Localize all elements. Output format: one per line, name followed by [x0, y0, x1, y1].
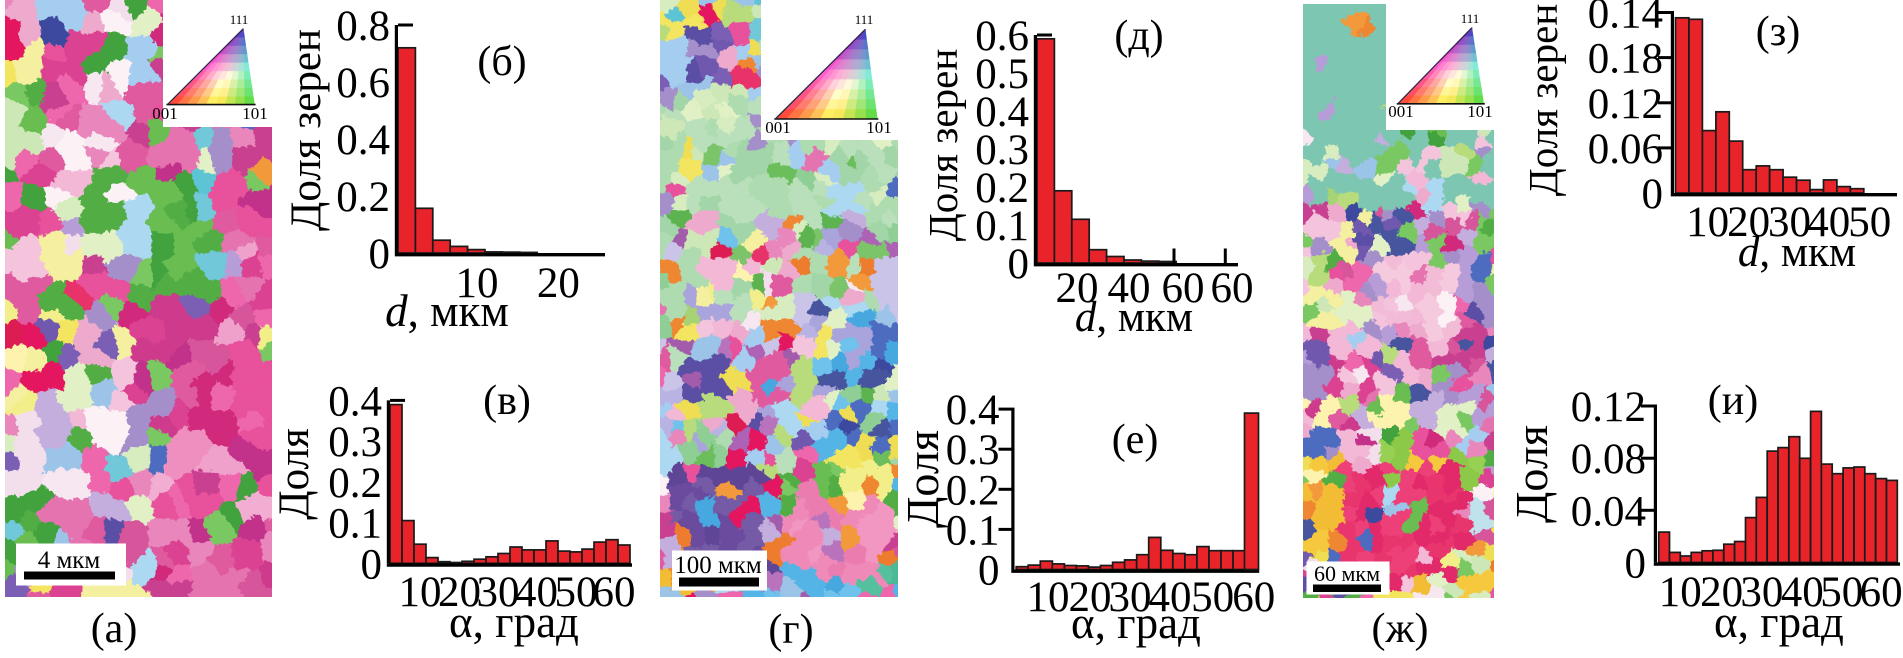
svg-text:60: 60	[593, 569, 636, 616]
svg-text:0.5: 0.5	[975, 51, 1029, 98]
svg-text:100 мкм: 100 мкм	[674, 552, 762, 579]
svg-text:30: 30	[1768, 199, 1811, 246]
svg-text:20: 20	[438, 569, 481, 616]
svg-text:111: 111	[1461, 11, 1480, 26]
svg-text:0.2: 0.2	[946, 467, 1000, 514]
svg-text:0.06: 0.06	[1588, 126, 1663, 173]
svg-text:20: 20	[1727, 199, 1770, 246]
svg-text:40: 40	[1149, 574, 1192, 621]
svg-text:0.4: 0.4	[946, 387, 1000, 434]
svg-text:d, мкм: d, мкм	[1738, 229, 1856, 276]
svg-text:Доля зерен: Доля зерен	[920, 49, 966, 242]
svg-text:d, мкм: d, мкм	[1075, 294, 1193, 341]
svg-text:0: 0	[1008, 241, 1030, 288]
svg-text:001: 001	[765, 118, 791, 137]
svg-text:0.4: 0.4	[328, 378, 382, 425]
svg-text:(г): (г)	[768, 607, 813, 653]
svg-text:001: 001	[1388, 102, 1414, 121]
svg-text:0.12: 0.12	[1588, 81, 1663, 128]
svg-text:Доля зерен: Доля зерен	[283, 29, 330, 231]
svg-text:0.3: 0.3	[328, 419, 382, 466]
svg-text:0: 0	[361, 541, 383, 588]
svg-text:50: 50	[1820, 569, 1863, 616]
svg-text:0.4: 0.4	[336, 117, 390, 164]
svg-text:0.2: 0.2	[336, 174, 390, 221]
svg-text:101: 101	[1467, 102, 1493, 121]
svg-text:50: 50	[1848, 199, 1891, 246]
svg-text:0.6: 0.6	[975, 13, 1029, 60]
svg-text:(е): (е)	[1112, 417, 1159, 463]
svg-text:Доля: Доля	[271, 428, 318, 520]
svg-text:0.1: 0.1	[975, 203, 1029, 250]
svg-text:0.2: 0.2	[328, 460, 382, 507]
svg-text:Доля: Доля	[1506, 425, 1557, 523]
svg-text:60: 60	[1860, 569, 1903, 616]
svg-text:0.08: 0.08	[1571, 436, 1646, 483]
svg-text:101: 101	[866, 118, 892, 137]
svg-text:20: 20	[1700, 569, 1743, 616]
svg-text:111: 111	[855, 12, 874, 27]
svg-text:d, мкм: d, мкм	[385, 286, 509, 336]
svg-text:10: 10	[1659, 569, 1702, 616]
svg-text:50: 50	[555, 569, 598, 616]
svg-text:0: 0	[1642, 171, 1664, 218]
svg-text:α, град: α, град	[449, 597, 579, 647]
svg-text:α, град: α, град	[1714, 597, 1844, 647]
svg-text:30: 30	[1740, 569, 1783, 616]
svg-text:(б): (б)	[477, 39, 526, 85]
svg-text:(ж): (ж)	[1372, 606, 1429, 652]
svg-text:0.6: 0.6	[336, 60, 390, 107]
svg-text:50: 50	[1191, 574, 1234, 621]
svg-text:30: 30	[1109, 574, 1152, 621]
svg-text:4 мкм: 4 мкм	[38, 547, 101, 574]
svg-text:Доля зерен: Доля зерен	[1520, 4, 1566, 197]
svg-text:0.04: 0.04	[1571, 488, 1646, 535]
svg-text:0.2: 0.2	[975, 165, 1029, 212]
svg-text:(з): (з)	[1756, 9, 1801, 55]
svg-text:20: 20	[1056, 265, 1099, 312]
svg-text:0.1: 0.1	[946, 507, 1000, 554]
svg-text:001: 001	[152, 104, 178, 123]
svg-text:0.12: 0.12	[1571, 384, 1646, 431]
svg-text:Доля: Доля	[897, 430, 948, 528]
svg-text:40: 40	[1108, 265, 1151, 312]
svg-text:0.8: 0.8	[336, 3, 390, 50]
svg-text:0: 0	[369, 231, 391, 278]
svg-text:60: 60	[1162, 265, 1205, 312]
svg-text:10: 10	[1686, 199, 1729, 246]
svg-text:60: 60	[1211, 265, 1254, 312]
svg-text:60: 60	[1232, 574, 1275, 621]
svg-text:0.14: 0.14	[1588, 0, 1663, 38]
svg-text:0.4: 0.4	[975, 89, 1029, 136]
svg-text:(а): (а)	[91, 606, 138, 652]
svg-text:111: 111	[230, 12, 249, 27]
svg-text:0: 0	[1625, 540, 1647, 587]
svg-text:0: 0	[978, 548, 1000, 595]
svg-text:0.18: 0.18	[1588, 36, 1663, 83]
svg-text:10: 10	[456, 260, 499, 307]
svg-text:60 мкм: 60 мкм	[1314, 561, 1380, 586]
svg-text:(д): (д)	[1114, 13, 1163, 59]
svg-text:(в): (в)	[483, 378, 531, 424]
svg-text:α, град: α, град	[1071, 598, 1201, 648]
svg-text:30: 30	[477, 569, 520, 616]
svg-text:40: 40	[1781, 569, 1824, 616]
svg-text:10: 10	[399, 569, 442, 616]
svg-text:20: 20	[1069, 574, 1112, 621]
svg-text:20: 20	[537, 260, 580, 307]
svg-text:10: 10	[1027, 574, 1070, 621]
svg-text:40: 40	[1807, 199, 1850, 246]
svg-text:(и): (и)	[1708, 378, 1758, 424]
svg-text:0.1: 0.1	[328, 501, 382, 548]
svg-text:0.3: 0.3	[946, 427, 1000, 474]
svg-text:101: 101	[242, 104, 268, 123]
svg-text:40: 40	[515, 569, 558, 616]
svg-text:0.3: 0.3	[975, 127, 1029, 174]
